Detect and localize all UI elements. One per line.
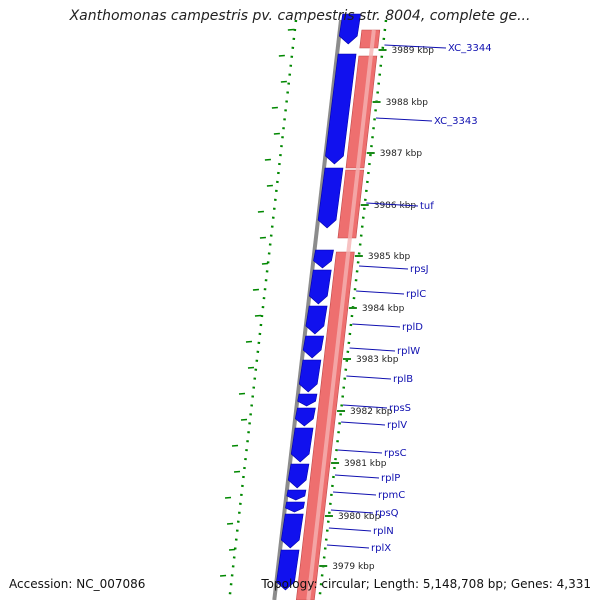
- gc-skew-mark: [228, 548, 236, 551]
- gene-label: XC_3343: [434, 116, 478, 127]
- gene-label: rpmC: [378, 490, 405, 501]
- tick-label: 3986 kbp: [374, 201, 417, 211]
- gene-leader-line: [328, 527, 372, 532]
- gene-leader-line: [384, 44, 447, 49]
- gc-skew-mark: [287, 28, 294, 31]
- gene-label: rplD: [402, 322, 423, 333]
- gc-skew-mark: [252, 288, 260, 291]
- genome-summary: Topology: circular; Length: 5,148,708 bp…: [261, 577, 591, 591]
- gc-skew-mark: [247, 366, 255, 369]
- gc-skew-mark: [240, 418, 248, 421]
- coordinate-ticks: 3989 kbp 3988 kbp 3987 kbp 3986 kbp 3985 kbp…: [319, 46, 434, 572]
- gene-leader-line: [330, 509, 374, 514]
- gene-leader-line: [358, 265, 409, 270]
- gene-leader-line: [366, 202, 419, 207]
- gene-label: rpsS: [389, 403, 411, 414]
- backbone-line: [272, 19, 343, 600]
- reverse-strand-highlight: [306, 29, 376, 600]
- gene-label: rpsC: [384, 448, 407, 459]
- gc-skew-mark: [254, 314, 262, 317]
- forward-gene-arrow: [298, 359, 322, 393]
- tick-label: 3980 kbp: [338, 512, 381, 522]
- gene-label: rplV: [387, 420, 407, 431]
- gene-label: rplB: [393, 374, 413, 385]
- gc-skew-mark: [278, 54, 285, 57]
- forward-gene-arrow: [313, 249, 334, 269]
- gene-leader-line: [356, 290, 405, 295]
- gene-leader-line: [352, 323, 401, 328]
- reverse-gene-block: [359, 29, 381, 49]
- tick-label: 3985 kbp: [368, 252, 411, 262]
- gc-skew-track: [219, 19, 388, 600]
- gene-label: rplW: [397, 346, 420, 357]
- gc-skew-mark: [219, 574, 227, 577]
- gc-skew-mark: [238, 392, 246, 395]
- gc-skew-mark: [257, 210, 264, 213]
- accession-label: Accession: NC_007086: [9, 577, 146, 591]
- gc-skew-mark: [224, 496, 232, 499]
- gc-skew-mark: [259, 236, 266, 239]
- tick-label: 3989 kbp: [392, 46, 435, 56]
- forward-gene-arrow: [302, 335, 325, 359]
- tick-label: 3979 kbp: [332, 562, 375, 572]
- forward-gene-arrow: [309, 269, 332, 305]
- gene-label: rpsQ: [375, 508, 399, 519]
- gc-skew-mark: [271, 106, 278, 109]
- gc-skew-outer-ring: [228, 19, 298, 600]
- gc-skew-inner-ring: [318, 19, 388, 600]
- forward-gene-arrow: [290, 427, 314, 463]
- gene-label: rplN: [373, 526, 394, 537]
- forward-gene-arrow: [276, 549, 300, 591]
- gc-skew-mark: [280, 80, 287, 83]
- tick-label: 3987 kbp: [380, 149, 423, 159]
- forward-gene-arrow: [286, 489, 307, 501]
- reverse-strand-track: [295, 29, 381, 600]
- gc-skew-mark: [266, 184, 273, 187]
- forward-gene-arrow: [294, 407, 316, 427]
- gc-skew-mark: [226, 522, 234, 525]
- forward-gene-arrow: [285, 501, 305, 513]
- gene-leader-line: [334, 474, 380, 479]
- gc-skew-mark: [273, 132, 280, 135]
- tick-label: 3988 kbp: [386, 98, 429, 108]
- forward-gene-arrow: [317, 167, 344, 229]
- gc-skew-mark: [261, 262, 269, 265]
- gene-label: XC_3344: [448, 43, 492, 54]
- backbone-track: [272, 19, 343, 600]
- gene-label: rpsJ: [410, 264, 429, 275]
- gene-label: rplC: [406, 289, 426, 300]
- gc-skew-mark: [264, 158, 271, 161]
- gc-skew-mark: [233, 470, 241, 473]
- forward-gene-arrow: [280, 513, 304, 549]
- gene-leader-line: [337, 449, 383, 454]
- gene-label: tuf: [420, 201, 434, 212]
- tick-label: 3981 kbp: [344, 459, 387, 469]
- gene-leader-line: [341, 421, 386, 426]
- gene-label: rplP: [381, 473, 400, 484]
- gene-label: rplX: [371, 543, 391, 554]
- gene-leader-line: [376, 117, 433, 122]
- forward-strand-track: [276, 13, 362, 591]
- forward-gene-arrow: [297, 393, 318, 407]
- gene-leader-line: [326, 544, 370, 549]
- map-title: Xanthomonas campestris pv. campestris st…: [69, 8, 531, 24]
- tick-label: 3982 kbp: [350, 407, 393, 417]
- forward-gene-arrow: [305, 305, 328, 335]
- gene-leader-line: [346, 375, 392, 380]
- gene-leader-line: [332, 491, 377, 496]
- forward-gene-arrow: [338, 13, 362, 45]
- gc-skew-mark: [245, 340, 253, 343]
- tick-label: 3983 kbp: [356, 355, 399, 365]
- gc-skew-mark: [231, 444, 239, 447]
- gene-leader-line: [343, 404, 388, 409]
- gene-leader-line: [349, 347, 396, 352]
- forward-gene-arrow: [325, 53, 357, 165]
- tick-label: 3984 kbp: [362, 304, 405, 314]
- forward-gene-arrow: [287, 463, 310, 489]
